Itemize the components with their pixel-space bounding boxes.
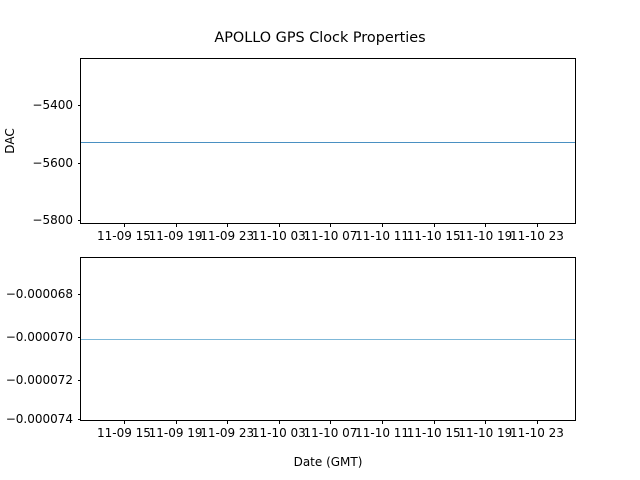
top-plot-xtick-label: 11-10 03 — [251, 229, 306, 243]
bottom-plot-xtick-mark — [433, 420, 435, 424]
bottom-plot-ytick-label: −0.000068 — [5, 286, 73, 301]
top-plot-axes: −5400 −5600 −5800 11-09 15 11-09 19 11-09 23 1… — [32, 58, 576, 243]
bottom-plot-xtick-label: 11-09 15 — [96, 426, 151, 440]
top-plot-xtick-mark — [278, 223, 280, 227]
top-plot-xtick-label: 11-10 11 — [355, 229, 410, 243]
bottom-plot-xtick-label: 11-10 23 — [509, 426, 564, 440]
top-plot-ytick-label: −5800 — [32, 213, 73, 228]
top-plot-ytick-label: −5600 — [32, 155, 73, 170]
bottom-plot-ytick-mark — [77, 419, 81, 421]
top-plot-ytick-mark — [77, 105, 81, 107]
bottom-plot-xtick-label: 11-09 23 — [200, 426, 255, 440]
top-plot-xtick-mark — [175, 223, 177, 227]
bottom-plot-data-line — [81, 339, 575, 340]
top-plot-xtick-mark — [123, 223, 125, 227]
top-plot-xtick-label: 11-09 23 — [200, 229, 255, 243]
top-plot-xtick-label: 11-10 15 — [406, 229, 461, 243]
top-plot-ytick-label: −5400 — [32, 98, 73, 113]
top-plot-xtick-mark — [330, 223, 332, 227]
top-plot-ytick-mark — [77, 162, 81, 164]
bottom-plot-xtick-label: 11-10 15 — [406, 426, 461, 440]
bottom-plot-xtick-label: 11-10 19 — [458, 426, 513, 440]
bottom-plot-xtick-mark — [330, 420, 332, 424]
bottom-plot-ytick-mark — [77, 337, 81, 339]
top-plot-xtick-mark — [485, 223, 487, 227]
bottom-plot-ytick-label: −0.000072 — [5, 373, 73, 388]
bottom-plot-xtick-label: 11-10 03 — [251, 426, 306, 440]
bottom-plot-xtick-label: 11-09 19 — [148, 426, 203, 440]
top-plot-xtick-label: 11-09 19 — [148, 229, 203, 243]
bottom-plot-axes: −0.000068 −0.000070 −0.000072 −0.000074 11-0… — [6, 257, 576, 440]
bottom-plot-xtick-mark — [536, 420, 538, 424]
bottom-plot-xtick-mark — [278, 420, 280, 424]
top-plot-xtick-mark — [536, 223, 538, 227]
bottom-plot-ytick-mark — [77, 293, 81, 295]
top-plot-xtick-mark — [382, 223, 384, 227]
top-plot-ylabel: DAC — [3, 128, 17, 154]
bottom-plot-xlabel: Date (GMT) — [293, 455, 363, 469]
bottom-plot-xtick-mark — [175, 420, 177, 424]
top-plot-xtick-label: 11-10 19 — [458, 229, 513, 243]
bottom-plot-ytick-label: −0.000074 — [5, 412, 73, 427]
bottom-plot-xtick-mark — [227, 420, 229, 424]
bottom-plot-ytick-mark — [77, 380, 81, 382]
bottom-plot-xtick-mark — [123, 420, 125, 424]
top-plot-ytick-mark — [77, 220, 81, 222]
top-plot-xtick-mark — [227, 223, 229, 227]
top-plot-xtick-label: 11-09 15 — [96, 229, 151, 243]
top-plot-xtick-label: 11-10 23 — [509, 229, 564, 243]
bottom-plot-xtick-mark — [382, 420, 384, 424]
bottom-plot-xtick-label: 11-10 07 — [303, 426, 358, 440]
figure-title: APOLLO GPS Clock Properties — [214, 30, 426, 46]
bottom-plot-xtick-mark — [485, 420, 487, 424]
top-plot-xtick-mark — [433, 223, 435, 227]
bottom-plot-ytick-label: −0.000070 — [5, 330, 73, 345]
bottom-plot-xtick-label: 11-10 11 — [355, 426, 410, 440]
top-plot-data-line — [81, 141, 575, 143]
top-plot-xtick-label: 11-10 07 — [303, 229, 358, 243]
